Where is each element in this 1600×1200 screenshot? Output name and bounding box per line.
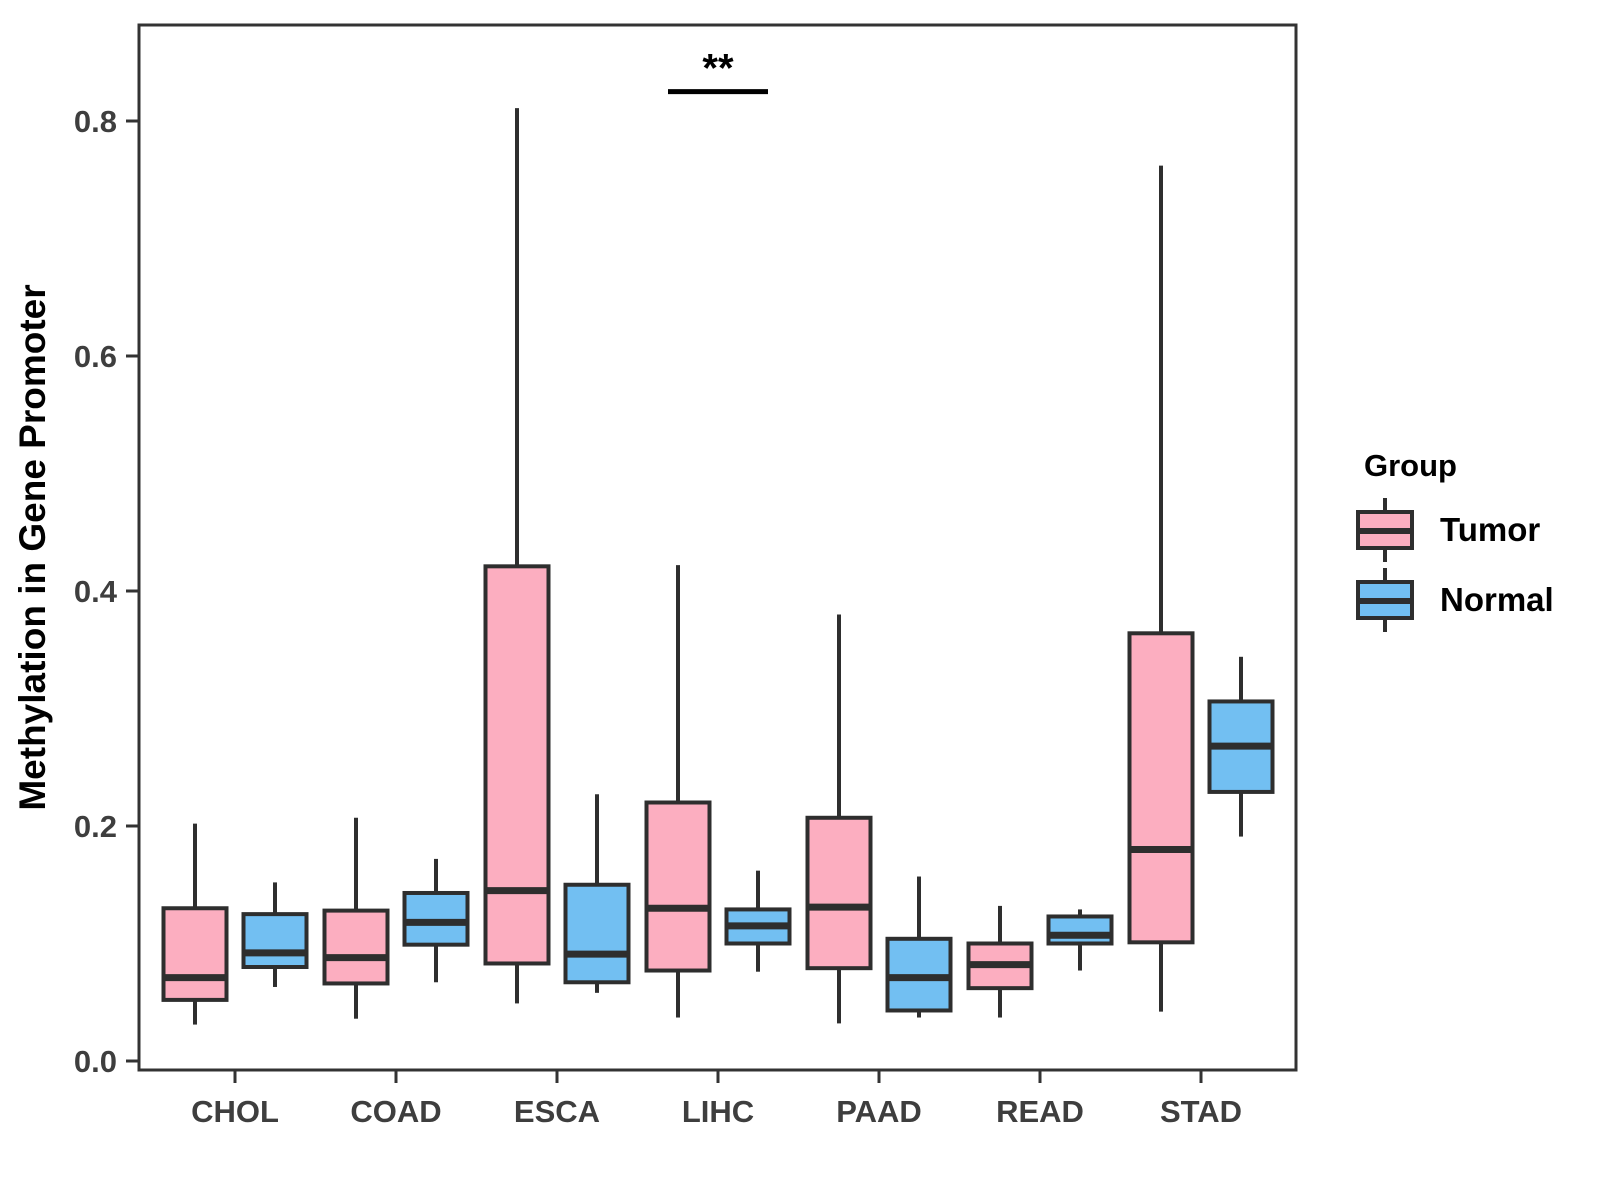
box-paad-tumor	[805, 614, 873, 1024]
x-tick-label-coad: COAD	[350, 1094, 441, 1129]
x-tick-label-read: READ	[996, 1094, 1084, 1129]
box-paad-normal	[885, 876, 953, 1018]
glyph-median	[1356, 528, 1414, 534]
legend-label-tumor: Tumor	[1440, 511, 1541, 548]
x-tick-label-stad: STAD	[1160, 1094, 1242, 1129]
significance-stars: **	[702, 47, 734, 91]
iqr-box	[322, 908, 390, 986]
box-esca-tumor	[483, 108, 551, 1004]
y-axis-title: Methylation in Gene Promoter	[12, 284, 53, 810]
plot-panel	[137, 23, 1298, 1072]
normal-boxplot-glyph	[1356, 568, 1414, 632]
box-coad-tumor	[322, 817, 390, 1019]
box-read-tumor	[966, 905, 1034, 1018]
x-tick-label-esca: ESCA	[514, 1094, 600, 1129]
box-chol-normal	[241, 882, 309, 987]
x-tick-label-lihc: LIHC	[682, 1094, 754, 1129]
legend: Group Tumor Normal	[1356, 448, 1554, 638]
legend-item-normal: Normal	[1356, 568, 1554, 632]
box-stad-tumor	[1127, 165, 1195, 1012]
iqr-box	[161, 906, 229, 1002]
y-tick-label: 0.8	[74, 104, 117, 139]
iqr-box	[805, 815, 873, 971]
glyph-median	[1356, 598, 1414, 604]
iqr-box	[241, 912, 309, 969]
x-tick-label-chol: CHOL	[191, 1094, 279, 1129]
legend-title: Group	[1364, 448, 1457, 483]
iqr-box	[1046, 914, 1114, 946]
box-read-normal	[1046, 909, 1114, 971]
box-chol-tumor	[161, 823, 229, 1025]
y-tick-label: 0.6	[74, 339, 117, 374]
tumor-boxplot-glyph	[1356, 498, 1414, 562]
y-tick-label: 0.2	[74, 809, 117, 844]
box-lihc-tumor	[644, 565, 712, 1018]
iqr-box	[402, 890, 470, 947]
iqr-box	[644, 800, 712, 973]
box-esca-normal	[563, 794, 631, 993]
y-tick-label: 0.0	[74, 1044, 117, 1079]
legend-label-normal: Normal	[1440, 581, 1554, 618]
iqr-box	[1127, 631, 1195, 945]
legend-item-tumor: Tumor	[1356, 498, 1554, 562]
y-tick-label: 0.4	[74, 574, 118, 609]
iqr-box	[563, 882, 631, 985]
x-tick-label-paad: PAAD	[836, 1094, 922, 1129]
iqr-box	[483, 564, 551, 966]
box-coad-normal	[402, 858, 470, 983]
box-lihc-normal	[724, 870, 792, 972]
box-stad-normal	[1207, 656, 1275, 837]
